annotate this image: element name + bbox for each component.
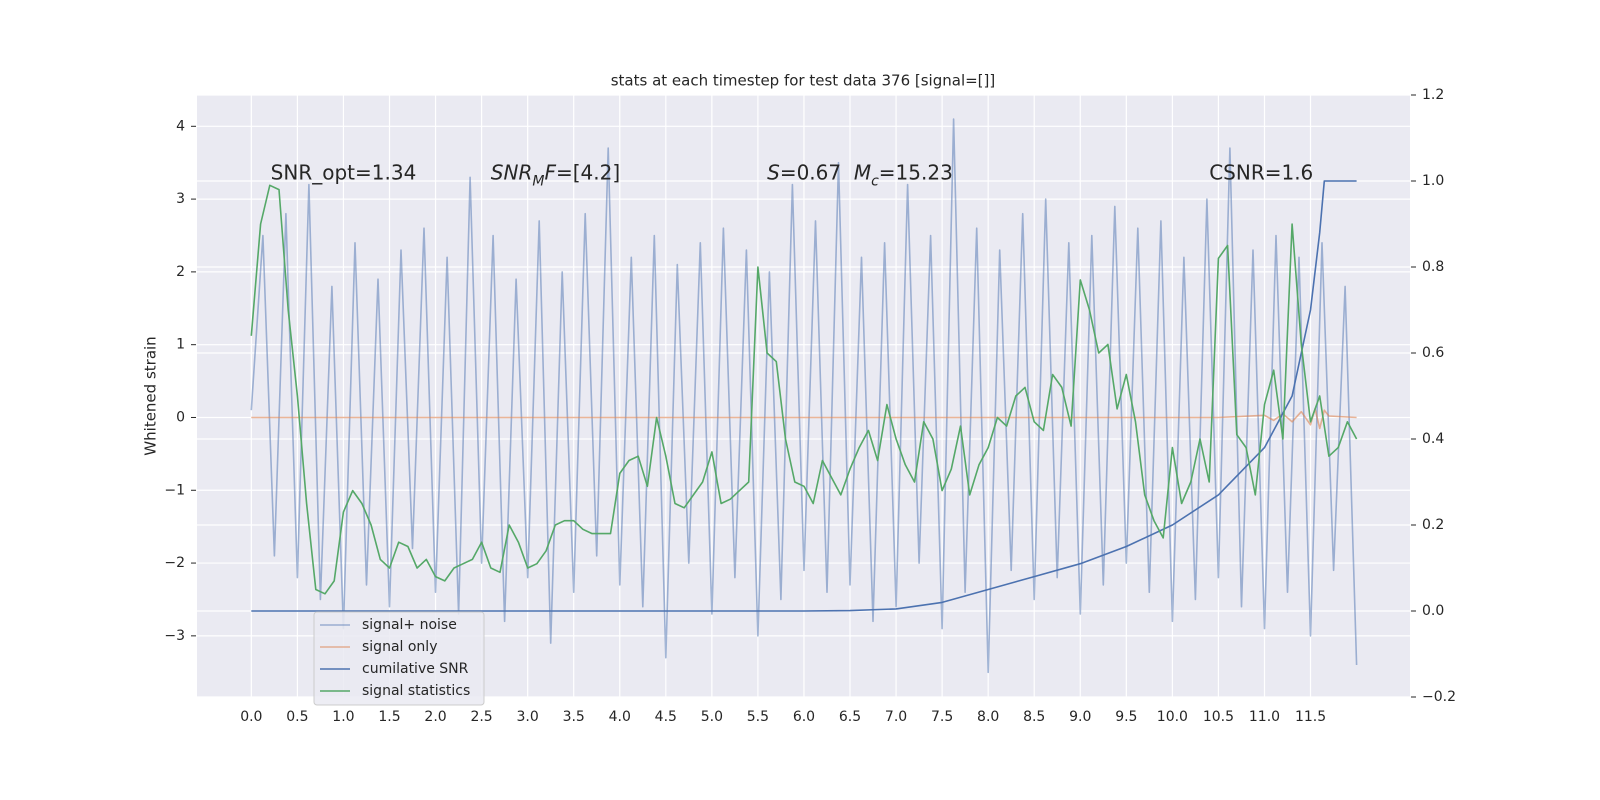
x-tick-label: 5.5 (747, 709, 769, 725)
legend-label: cumilative SNR (362, 661, 469, 677)
series-line (250, 118, 1358, 674)
annotation-part: =15.23 (879, 160, 953, 184)
x-tick-label: 2.5 (470, 709, 492, 725)
x-tick-label: 10.5 (1203, 709, 1234, 725)
y2-tick-label: −0.2 (1422, 689, 1456, 705)
x-tick-label: 11.5 (1295, 709, 1326, 725)
x-tick-label: 3.0 (517, 709, 539, 725)
annotation-part: M (532, 174, 544, 190)
annotation-part: CSNR=1.6 (1209, 160, 1313, 184)
y-tick-label: −1 (164, 482, 185, 498)
annotation-part: SNR_opt=1.34 (271, 160, 417, 184)
legend: signal+ noise signal only cumilative SNR si… (313, 611, 485, 706)
x-tick-label: 3.5 (563, 709, 585, 725)
chart-title: stats at each timestep for test data 376… (611, 72, 996, 90)
x-tick-label: 6.0 (793, 709, 815, 725)
legend-box (313, 611, 485, 706)
x-tick-label: 0.0 (240, 709, 262, 725)
x-tick-label: 0.5 (286, 709, 308, 725)
y-tick-label: −3 (164, 628, 185, 644)
x-tick-label: 11.0 (1249, 709, 1280, 725)
plot-area (250, 118, 1358, 674)
annotation: CSNR=1.6 (1209, 160, 1313, 184)
y2-tick-label: 1.0 (1422, 173, 1444, 189)
y-tick-label: 1 (176, 337, 185, 353)
y-tick-label: 3 (176, 191, 185, 207)
x-tick-label: 8.0 (977, 709, 999, 725)
x-tick-label: 9.0 (1069, 709, 1091, 725)
annotation-part: =[4.2] (556, 160, 620, 184)
y2-tick-label: 1.2 (1422, 87, 1444, 103)
x-tick-label: 2.0 (424, 709, 446, 725)
x-tick-label: 7.5 (931, 709, 953, 725)
y-tick-label: 2 (176, 264, 185, 280)
x-tick-label: 4.5 (655, 709, 677, 725)
y-tick-label: 0 (176, 409, 185, 425)
x-tick-label: 7.0 (885, 709, 907, 725)
x-tick-label: 10.0 (1157, 709, 1188, 725)
y-tick-label: −2 (164, 555, 185, 571)
y2-tick-label: 0.6 (1422, 345, 1444, 361)
x-tick-label: 1.5 (378, 709, 400, 725)
annotation-part: =0.67 (780, 160, 854, 184)
annotation: S=0.67 Mc=15.23 (767, 160, 953, 190)
y2-tick-label: 0.2 (1422, 517, 1444, 533)
x-tick-label: 1.0 (332, 709, 354, 725)
annotation: SNRMF=[4.2] (491, 160, 620, 190)
series-line (250, 184, 1358, 595)
annotation-part: SNR (491, 160, 533, 184)
x-tick-label: 4.0 (609, 709, 631, 725)
annotation-part: c (871, 174, 879, 190)
x-tick-label: 5.0 (701, 709, 723, 725)
y2-tick-label: 0.8 (1422, 259, 1444, 275)
annotation-part: S (767, 160, 780, 184)
x-tick-label: 6.5 (839, 709, 861, 725)
annotation-part: F (544, 160, 556, 184)
x-tick-label: 9.5 (1115, 709, 1137, 725)
legend-label: signal only (362, 639, 437, 655)
legend-label: signal statistics (362, 683, 470, 699)
y-tick-label: 4 (176, 118, 185, 134)
y2-tick-label: 0.0 (1422, 603, 1444, 619)
y2-tick-label: 0.4 (1422, 431, 1444, 447)
legend-label: signal+ noise (362, 617, 457, 633)
annotation: SNR_opt=1.34 (271, 160, 417, 184)
x-tick-label: 8.5 (1023, 709, 1045, 725)
annotation-part: M (854, 160, 871, 184)
series-line (251, 407, 1357, 430)
series-line (251, 180, 1357, 612)
y-axis-label: Whitened strain (142, 336, 160, 455)
